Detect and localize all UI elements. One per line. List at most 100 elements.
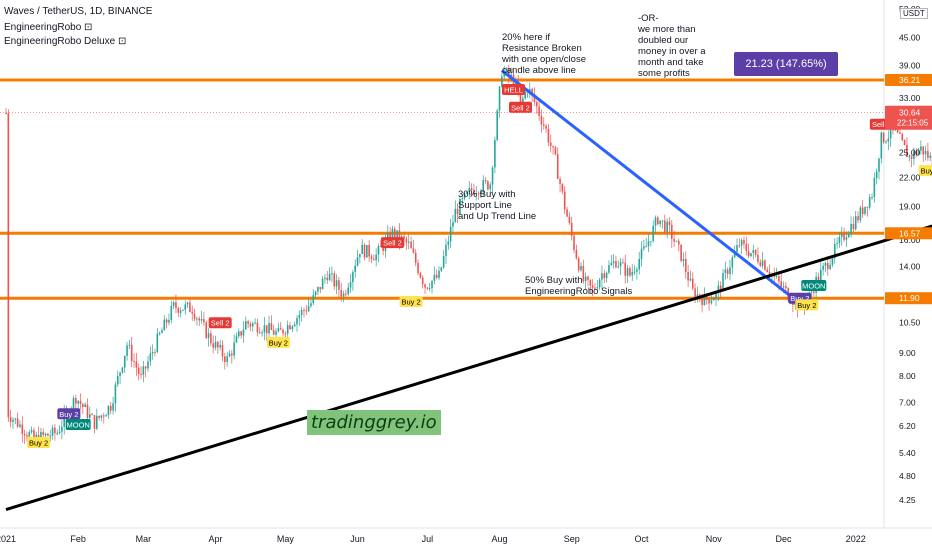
- level-tag-label-2: 11.90: [899, 293, 920, 303]
- candle-body: [373, 258, 375, 261]
- signal-buy-badge: [266, 336, 290, 348]
- candle-body: [231, 353, 233, 356]
- indicator-engineeringrobo-deluxe[interactable]: EngineeringRobo Deluxe ⊡: [4, 36, 127, 47]
- candle-body: [212, 343, 214, 348]
- indicator-engineeringrobo[interactable]: EngineeringRobo ⊡: [4, 22, 93, 33]
- candle-body: [214, 341, 217, 348]
- candle-body: [289, 325, 291, 330]
- signal-sell: Sell 2: [208, 317, 232, 329]
- candle-body: [461, 198, 464, 200]
- candle-body: [359, 254, 361, 257]
- candle-body: [470, 188, 473, 191]
- y-tick-label: 5.40: [899, 448, 916, 458]
- candle-body: [91, 414, 93, 416]
- candle-body: [866, 206, 869, 208]
- signal-buy-badge: [399, 296, 423, 308]
- y-tick-label: 22.00: [899, 173, 921, 183]
- x-tick-label: Oct: [635, 534, 650, 544]
- candle-body: [885, 141, 887, 143]
- candle-body: [673, 238, 675, 242]
- candle-body: [102, 415, 105, 417]
- candle-body: [601, 273, 603, 280]
- candle-body: [84, 404, 86, 407]
- candle-body: [151, 352, 154, 354]
- candle-body: [28, 432, 31, 437]
- candle-body: [852, 223, 855, 230]
- candle-body: [226, 356, 228, 363]
- candle-body: [375, 254, 377, 261]
- candle-body: [95, 415, 98, 429]
- candle-body: [158, 333, 161, 335]
- candle-body: [826, 263, 829, 270]
- candle-body: [785, 286, 787, 289]
- candle-body: [612, 261, 615, 264]
- candle-body: [705, 294, 708, 300]
- candle-body: [254, 322, 256, 324]
- candle-body: [647, 241, 650, 247]
- downtrend-line: [500, 69, 799, 303]
- candle-body: [589, 279, 592, 286]
- signal-buy-badge: [795, 299, 819, 311]
- candle-body: [5, 112, 7, 114]
- candle-body: [556, 154, 559, 179]
- candle-body: [740, 240, 743, 246]
- level-tag-2: [885, 292, 932, 305]
- candle-body: [489, 184, 492, 190]
- candle-body: [761, 260, 764, 266]
- candle-body: [659, 220, 661, 225]
- candle-body: [531, 88, 533, 95]
- candle-body: [142, 366, 145, 375]
- candle-body: [563, 191, 566, 210]
- candle-body: [438, 270, 440, 278]
- x-tick-label: Jun: [350, 534, 365, 544]
- y-tick-label: 25.00: [899, 148, 921, 158]
- signal-buy-label: Buy 2: [921, 167, 932, 176]
- candle-body: [114, 384, 117, 404]
- candle-body: [689, 278, 692, 281]
- candle-body: [179, 310, 182, 313]
- candle-body: [833, 243, 836, 259]
- candle-body: [291, 326, 294, 330]
- candle-body: [456, 208, 459, 215]
- candle-body: [927, 150, 929, 158]
- candle-body: [100, 415, 103, 418]
- candle-body: [303, 309, 305, 311]
- candle-body: [414, 252, 417, 263]
- candle-body: [726, 269, 729, 275]
- candle-body: [906, 145, 908, 157]
- candle-body: [112, 403, 114, 411]
- signal-moon-badge: [801, 279, 827, 291]
- candle-body: [917, 150, 920, 155]
- signal-hell: HELL: [502, 83, 526, 95]
- signal-buy: Buy 2: [266, 336, 290, 348]
- candle-body: [193, 313, 196, 319]
- candle-body: [75, 397, 77, 404]
- candle-body: [177, 307, 180, 313]
- candle-body: [878, 158, 880, 172]
- signal-moon: MOON: [65, 418, 91, 430]
- candle-body: [205, 322, 208, 339]
- candle-body: [135, 361, 138, 368]
- candle-body: [361, 244, 363, 255]
- candle-body: [221, 345, 224, 357]
- currency-label[interactable]: USDT: [900, 8, 928, 19]
- candle-body: [417, 262, 419, 274]
- candle-body: [345, 293, 347, 295]
- candle-body: [196, 318, 198, 320]
- candle-body: [182, 309, 184, 311]
- candle-body: [880, 132, 883, 159]
- candle-body: [168, 319, 170, 323]
- candle-body: [542, 124, 545, 126]
- candle-body: [468, 188, 471, 192]
- candle-body: [119, 372, 121, 377]
- signal-sell-badge: [508, 101, 532, 113]
- candle-body: [922, 146, 925, 155]
- candle-body: [691, 278, 694, 289]
- candle-body: [219, 345, 221, 348]
- candle-body: [861, 207, 864, 215]
- candle-body: [154, 352, 156, 354]
- candle-body: [738, 245, 741, 247]
- candle-body: [331, 273, 333, 275]
- signal-sell-label: Sell 2: [211, 319, 230, 328]
